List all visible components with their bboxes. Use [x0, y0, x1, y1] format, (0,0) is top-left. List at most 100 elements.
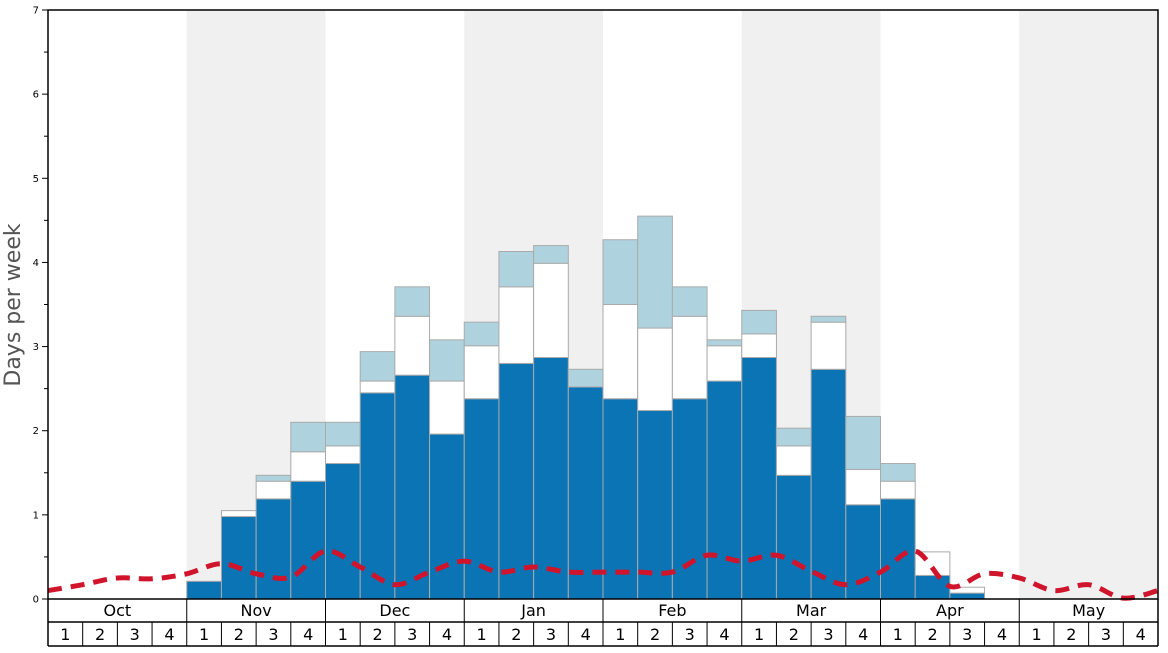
bar-week-22-segment-1 — [775, 474, 812, 600]
month-label-apr: Apr — [936, 601, 964, 620]
dashed-series-line — [47, 548, 1159, 601]
bar-week-7-segment-1 — [255, 498, 292, 600]
bar-week-23-segment-2 — [810, 321, 847, 370]
y-tick-label: 7 — [33, 6, 39, 17]
y-tick-label: 2 — [33, 426, 39, 437]
week-label: 2 — [650, 625, 660, 644]
y-tick-label: 3 — [33, 342, 39, 353]
week-label: 1 — [477, 625, 487, 644]
bar-week-27-segment-1 — [949, 592, 986, 600]
bar-week-12-segment-3 — [429, 339, 465, 382]
bar-week-16-segment-1 — [567, 386, 604, 600]
week-label: 3 — [1101, 625, 1111, 644]
bar-week-12-segment-2 — [429, 380, 465, 435]
week-label: 1 — [893, 625, 903, 644]
week-label: 4 — [997, 625, 1007, 644]
bars-layer — [186, 215, 986, 600]
week-label: 4 — [303, 625, 313, 644]
week-label: 2 — [95, 625, 105, 644]
y-tick-label: 0 — [33, 595, 39, 606]
week-label: 1 — [60, 625, 70, 644]
week-label: 4 — [1136, 625, 1146, 644]
bar-week-12-segment-1 — [429, 433, 465, 600]
bar-week-27-segment-2 — [949, 586, 986, 594]
week-label: 2 — [1066, 625, 1076, 644]
week-label: 1 — [1032, 625, 1042, 644]
month-label-dec: Dec — [379, 601, 410, 620]
bar-week-10-segment-2 — [359, 380, 396, 394]
bar-week-9-segment-3 — [325, 421, 361, 447]
y-tick-label: 5 — [33, 174, 39, 185]
bar-week-19-segment-1 — [671, 398, 708, 600]
week-label: 3 — [268, 625, 278, 644]
bar-week-17-segment-1 — [602, 398, 639, 600]
week-label: 2 — [927, 625, 937, 644]
bar-week-21-segment-1 — [741, 357, 777, 600]
bar-week-18-segment-3 — [637, 215, 673, 329]
week-label: 4 — [442, 625, 452, 644]
bar-week-24-segment-1 — [845, 504, 881, 600]
bar-week-11-segment-1 — [394, 374, 431, 600]
week-label: 2 — [234, 625, 244, 644]
bar-week-22-segment-3 — [775, 427, 812, 447]
month-label-oct: Oct — [104, 601, 132, 620]
bar-week-21-segment-2 — [741, 333, 777, 359]
bar-week-14-segment-2 — [498, 286, 535, 364]
month-label-jan: Jan — [520, 601, 546, 620]
week-label: 4 — [719, 625, 729, 644]
bar-week-16-segment-3 — [567, 368, 604, 388]
bar-week-22-segment-2 — [775, 445, 812, 476]
bar-week-24-segment-3 — [845, 415, 881, 470]
y-tick-label: 1 — [33, 510, 39, 521]
month-label-nov: Nov — [241, 601, 272, 620]
dashed-line-layer — [47, 548, 1159, 601]
bar-week-25-segment-1 — [880, 498, 916, 600]
month-label-mar: Mar — [796, 601, 827, 620]
bar-week-19-segment-3 — [671, 286, 708, 317]
bar-week-18-segment-1 — [637, 410, 673, 600]
bar-week-26-segment-1 — [914, 574, 951, 600]
y-tick-label: 6 — [33, 90, 39, 101]
bar-week-14-segment-3 — [498, 250, 535, 288]
week-label: 3 — [823, 625, 833, 644]
bar-week-9-segment-2 — [325, 445, 361, 465]
month-label-feb: Feb — [658, 601, 686, 620]
week-label: 1 — [199, 625, 209, 644]
week-label: 1 — [754, 625, 764, 644]
week-label: 4 — [164, 625, 174, 644]
bar-week-6-segment-2 — [220, 510, 257, 518]
bar-week-10-segment-3 — [359, 351, 396, 382]
bar-week-20-segment-1 — [706, 380, 743, 600]
week-row: 1 2 3 4 1 2 3 4 1 2 3 4 1 2 3 4 1 2 3 4 1 2 3 4 1 2 3 4 1 2 3 4 — [48, 622, 1158, 647]
week-label: 2 — [789, 625, 799, 644]
bar-week-20-segment-2 — [706, 345, 743, 382]
week-label: 4 — [858, 625, 868, 644]
bar-week-21-segment-3 — [741, 309, 777, 335]
bar-week-8-segment-3 — [290, 421, 326, 453]
bar-week-13-segment-3 — [463, 321, 500, 347]
week-label: 1 — [615, 625, 625, 644]
bar-week-7-segment-2 — [255, 480, 292, 500]
bar-week-7-segment-3 — [255, 474, 292, 482]
bar-week-15-segment-1 — [533, 357, 569, 600]
bar-week-9-segment-1 — [325, 463, 361, 600]
week-label: 2 — [372, 625, 382, 644]
month-label-may: May — [1072, 601, 1105, 620]
bar-week-24-segment-2 — [845, 468, 881, 506]
bar-week-20-segment-3 — [706, 339, 743, 347]
bar-week-5-segment-1 — [186, 580, 222, 600]
week-label: 3 — [962, 625, 972, 644]
bar-week-8-segment-2 — [290, 451, 326, 482]
week-label: 3 — [685, 625, 695, 644]
bar-week-13-segment-2 — [463, 345, 500, 400]
bar-week-8-segment-1 — [290, 480, 326, 600]
bar-week-15-segment-3 — [533, 245, 569, 264]
week-label: 3 — [407, 625, 417, 644]
week-label: 3 — [130, 625, 140, 644]
y-tick-label: 4 — [33, 258, 39, 269]
bar-week-19-segment-2 — [671, 315, 708, 400]
bar-week-23-segment-1 — [810, 368, 847, 600]
bar-week-11-segment-3 — [394, 286, 431, 317]
